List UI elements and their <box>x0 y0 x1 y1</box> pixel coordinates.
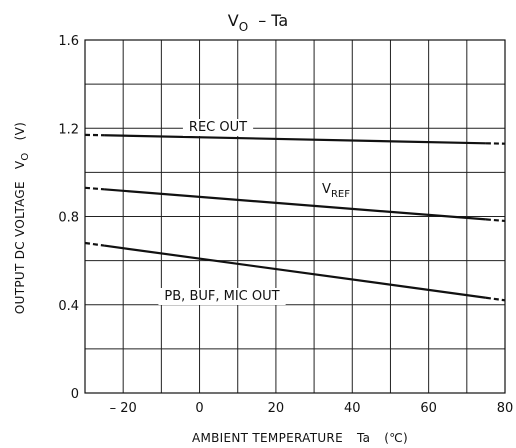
x-tick-label: 40 <box>344 401 361 416</box>
series-2-dashed-end <box>485 296 506 302</box>
x-tick-label: 20 <box>268 401 285 416</box>
series-1-dashed-end <box>485 218 506 223</box>
y-tick-label: 0.8 <box>58 211 79 226</box>
series-0-line <box>104 134 486 145</box>
series-2-dashed-start <box>84 241 105 247</box>
y-tick-label: 1.2 <box>58 122 79 137</box>
series-label-pb-buf-mic-out: PB, BUF, MIC OUT <box>158 288 286 305</box>
series-label-rec-out: REC OUT <box>182 119 254 136</box>
y-tick-label: 0.4 <box>58 299 79 314</box>
series-1-dashed-start <box>84 186 105 191</box>
x-tick-label: 0 <box>195 401 203 416</box>
y-tick-label: 1.6 <box>58 34 79 49</box>
series-lines <box>84 133 506 302</box>
series-1-line <box>104 188 486 221</box>
x-axis-label: AMBIENT TEMPERATURE Ta (℃) <box>192 431 408 445</box>
series-label-vref: VREF <box>322 182 350 200</box>
y-tick-label: 0 <box>71 387 79 402</box>
plot-frame <box>84 39 506 394</box>
series-2-line <box>103 244 487 299</box>
svg-text:REC OUT: REC OUT <box>189 120 247 135</box>
x-tick-label: 80 <box>497 401 514 416</box>
svg-text:PB, BUF, MIC OUT: PB, BUF, MIC OUT <box>164 289 279 304</box>
ticks: – 20 0 20 40 60 80 0 0.4 0.8 1.2 1.6 <box>58 34 513 416</box>
y-axis-label: OUTPUT DC VOLTAGEVO(V) <box>13 122 31 314</box>
x-tick-label: 60 <box>420 401 437 416</box>
chart-title: VO – Ta <box>228 11 288 34</box>
x-tick-label: – 20 <box>110 401 137 416</box>
svg-text:VREF: VREF <box>322 182 350 200</box>
